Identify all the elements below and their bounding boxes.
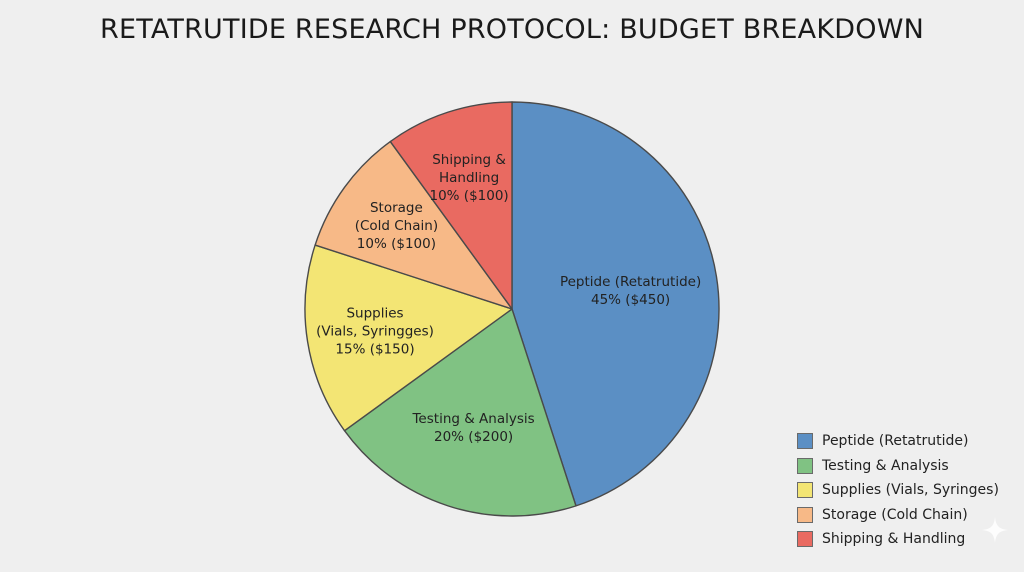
slice-label-line: 10% ($100) [357,236,436,252]
slice-label-2: Testing & Analysis 20% ($200) [411,411,534,445]
slice-label-line: (Vials, Syringges) [316,324,434,340]
slice-label-4: Storage (Cold Chain) 10% ($100) [355,200,438,252]
slice-label-line: Storage [370,200,423,216]
chart-legend: Peptide (Retatrutide) Testing & Analysis S… [797,429,1017,552]
pie-slice-2 [343,308,577,517]
pie-slice-3 [304,244,513,432]
legend-item: Storage (Cold Chain) [797,503,1017,528]
chart-title: RETATRUTIDE RESEARCH PROTOCOL: BUDGET BR… [100,14,924,45]
legend-label: Testing & Analysis [822,457,949,474]
legend-swatch [797,506,813,523]
pie-slice-1 [511,101,720,507]
legend-label: Shipping & Handling [822,531,966,548]
slice-label-line: 20% ($200) [434,429,513,445]
slice-label-line: (Cold Chain) [355,218,438,234]
legend-swatch [797,482,813,499]
legend-item: Testing & Analysis [797,454,1017,479]
pie-labels: Peptide (Retatrutide) 45% ($450) Testing &… [316,152,701,445]
slice-label-line: 10% ($100) [430,188,509,204]
legend-swatch [797,457,813,474]
pie-slice-4 [314,140,513,310]
legend-item: Shipping & Handling [797,527,1017,552]
legend-item: Peptide (Retatrutide) [797,429,1017,454]
slice-label-line: Peptide (Retatrutide) [560,274,701,290]
slice-label-line: Testing & Analysis [411,411,534,427]
slice-label-line: Shipping & [432,152,506,168]
pie-slice-5 [389,101,513,310]
sparkle-icon [982,517,1008,543]
legend-label: Peptide (Retatrutide) [822,433,969,450]
legend-item: Supplies (Vials, Syringes) [797,478,1017,503]
slice-label-line: 45% ($450) [591,292,670,308]
slice-label-line: Supplies [346,306,403,322]
pie-slices [304,101,720,517]
slice-label-5: Shipping & Handling 10% ($100) [430,152,509,204]
legend-label: Storage (Cold Chain) [822,506,968,523]
slice-label-line: Handling [439,170,499,186]
slice-label-line: 15% ($150) [335,342,414,358]
slice-label-1: Peptide (Retatrutide) 45% ($450) [560,274,701,308]
legend-swatch [797,433,813,450]
slice-label-3: Supplies (Vials, Syringges) 15% ($150) [316,306,434,358]
legend-label: Supplies (Vials, Syringes) [822,482,999,499]
legend-swatch [797,531,813,548]
